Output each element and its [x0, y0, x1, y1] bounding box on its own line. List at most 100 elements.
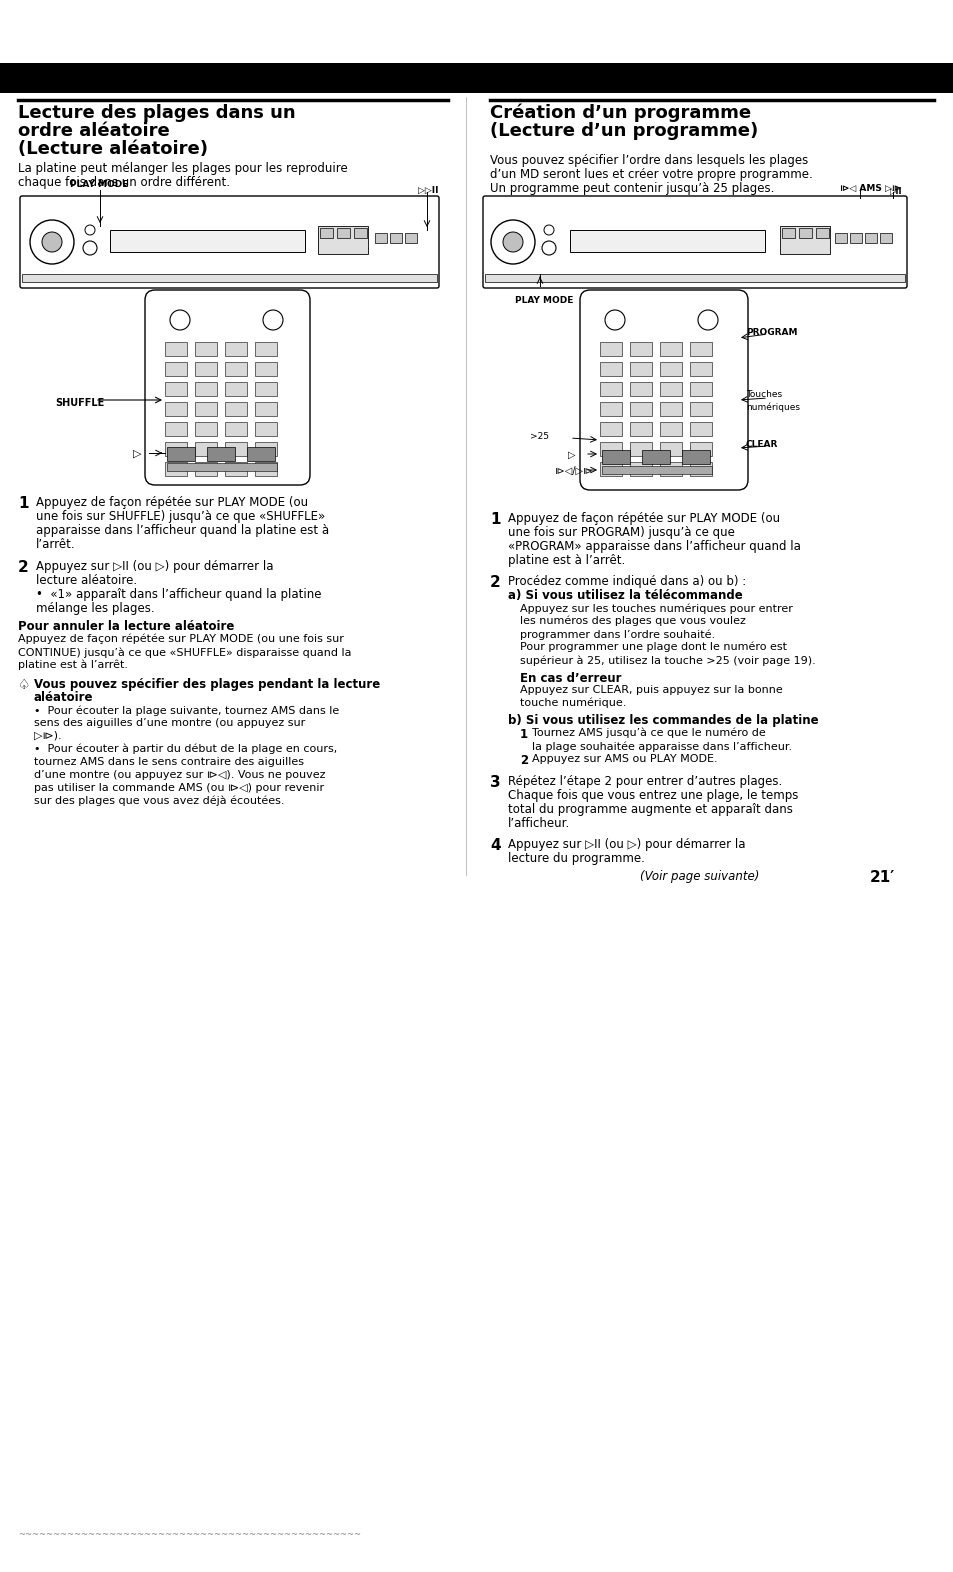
Bar — [681, 450, 709, 464]
Bar — [629, 462, 651, 476]
Text: SHUFFLE: SHUFFLE — [55, 398, 104, 409]
FancyBboxPatch shape — [482, 196, 906, 288]
Text: 1: 1 — [490, 512, 500, 527]
Text: Répétez l’étape 2 pour entrer d’autres plages.: Répétez l’étape 2 pour entrer d’autres p… — [507, 775, 781, 788]
Bar — [225, 343, 247, 355]
Bar — [254, 362, 276, 376]
Text: PLAY MODE: PLAY MODE — [70, 181, 129, 189]
Text: Un programme peut contenir jusqu’à 25 plages.: Un programme peut contenir jusqu’à 25 pl… — [490, 182, 774, 195]
Bar — [689, 382, 711, 396]
Bar — [194, 343, 216, 355]
Bar — [689, 362, 711, 376]
Text: 2: 2 — [18, 560, 29, 575]
Bar — [165, 421, 187, 435]
Bar — [599, 421, 621, 435]
Bar — [254, 382, 276, 396]
Bar — [659, 442, 681, 456]
Bar — [864, 233, 876, 244]
Bar — [207, 446, 234, 461]
Text: d’une montre (ou appuyez sur ⧐◁). Vous ne pouvez: d’une montre (ou appuyez sur ⧐◁). Vous n… — [34, 770, 325, 780]
Bar — [599, 442, 621, 456]
Bar — [22, 274, 436, 281]
Text: l’afficheur.: l’afficheur. — [507, 817, 570, 830]
Bar — [165, 402, 187, 417]
Bar — [659, 343, 681, 355]
Text: l’arrêt.: l’arrêt. — [36, 538, 75, 552]
Text: b) Si vous utilisez les commandes de la platine: b) Si vous utilisez les commandes de la … — [507, 714, 818, 726]
Bar — [165, 442, 187, 456]
Bar — [110, 230, 305, 252]
Text: Appuyez sur ▷II (ou ▷) pour démarrer la: Appuyez sur ▷II (ou ▷) pour démarrer la — [36, 560, 274, 574]
Text: Procédez comme indiqué dans a) ou b) :: Procédez comme indiqué dans a) ou b) : — [507, 575, 745, 588]
Text: tournez AMS dans le sens contraire des aiguilles: tournez AMS dans le sens contraire des a… — [34, 758, 304, 767]
Bar — [599, 402, 621, 417]
Text: Appuyez de façon répétée sur PLAY MODE (ou une fois sur: Appuyez de façon répétée sur PLAY MODE (… — [18, 634, 343, 645]
Text: numériques: numériques — [745, 402, 800, 412]
Text: CLEAR: CLEAR — [745, 440, 778, 450]
Bar — [689, 421, 711, 435]
Circle shape — [263, 310, 283, 330]
Circle shape — [83, 241, 97, 255]
Bar — [689, 462, 711, 476]
Text: (Lecture d’un programme): (Lecture d’un programme) — [490, 123, 758, 140]
Bar — [601, 450, 629, 464]
Bar — [225, 462, 247, 476]
Text: total du programme augmente et apparaît dans: total du programme augmente et apparaît … — [507, 803, 792, 816]
Bar — [815, 228, 828, 237]
Text: touche numérique.: touche numérique. — [519, 698, 626, 709]
Bar — [799, 228, 811, 237]
Bar — [629, 343, 651, 355]
Bar — [629, 382, 651, 396]
Text: •  Pour écouter la plage suivante, tournez AMS dans le: • Pour écouter la plage suivante, tourne… — [34, 704, 339, 715]
Text: ~~~~~~~~~~~~~~~~~~~~~~~~~~~~~~~~~~~~~~~~~~~~~~~~~: ~~~~~~~~~~~~~~~~~~~~~~~~~~~~~~~~~~~~~~~~… — [18, 1530, 360, 1539]
Bar — [225, 442, 247, 456]
Bar — [641, 450, 669, 464]
Bar — [780, 226, 829, 255]
Bar — [599, 362, 621, 376]
Text: ▷▷II: ▷▷II — [417, 185, 438, 195]
Bar — [194, 421, 216, 435]
Text: Appuyez sur les touches numériques pour entrer: Appuyez sur les touches numériques pour … — [519, 604, 792, 613]
Bar — [689, 442, 711, 456]
Text: a) Si vous utilisez la télécommande: a) Si vous utilisez la télécommande — [507, 590, 742, 602]
Text: lecture aléatoire.: lecture aléatoire. — [36, 574, 137, 586]
Bar — [689, 402, 711, 417]
Circle shape — [42, 233, 62, 252]
Bar — [167, 446, 194, 461]
Text: chaque fois dans un ordre différent.: chaque fois dans un ordre différent. — [18, 176, 230, 189]
Bar — [194, 402, 216, 417]
Text: Vous pouvez spécifier des plages pendant la lecture: Vous pouvez spécifier des plages pendant… — [34, 678, 380, 692]
Bar — [254, 402, 276, 417]
Text: La platine peut mélanger les plages pour les reproduire: La platine peut mélanger les plages pour… — [18, 162, 348, 174]
Bar — [254, 462, 276, 476]
Text: (Voir page suivante): (Voir page suivante) — [639, 869, 759, 883]
Text: ♤: ♤ — [18, 678, 30, 692]
Text: En cas d’erreur: En cas d’erreur — [519, 671, 620, 685]
Bar — [336, 228, 350, 237]
Circle shape — [543, 225, 554, 234]
Bar — [659, 382, 681, 396]
Text: sens des aiguilles d’une montre (ou appuyez sur: sens des aiguilles d’une montre (ou appu… — [34, 718, 305, 728]
Text: ▷: ▷ — [132, 450, 141, 459]
Text: ⧐◁/▷⧐: ⧐◁/▷⧐ — [555, 465, 592, 476]
Bar — [247, 446, 274, 461]
Text: Touches: Touches — [745, 390, 781, 399]
Bar — [834, 233, 846, 244]
Bar — [599, 462, 621, 476]
Bar — [659, 402, 681, 417]
Bar — [225, 382, 247, 396]
Text: programmer dans l’ordre souhaité.: programmer dans l’ordre souhaité. — [519, 629, 715, 640]
Text: 1: 1 — [519, 728, 528, 740]
Text: 21′: 21′ — [869, 869, 894, 885]
Bar — [0, 63, 953, 93]
Text: 3: 3 — [490, 775, 500, 791]
Circle shape — [698, 310, 718, 330]
Bar — [599, 343, 621, 355]
FancyBboxPatch shape — [579, 289, 747, 490]
Text: Lecture des plages dans un: Lecture des plages dans un — [18, 104, 295, 123]
Bar — [375, 233, 387, 244]
Bar — [319, 228, 333, 237]
Bar — [629, 442, 651, 456]
Circle shape — [85, 225, 95, 234]
Text: ▷: ▷ — [567, 450, 575, 461]
